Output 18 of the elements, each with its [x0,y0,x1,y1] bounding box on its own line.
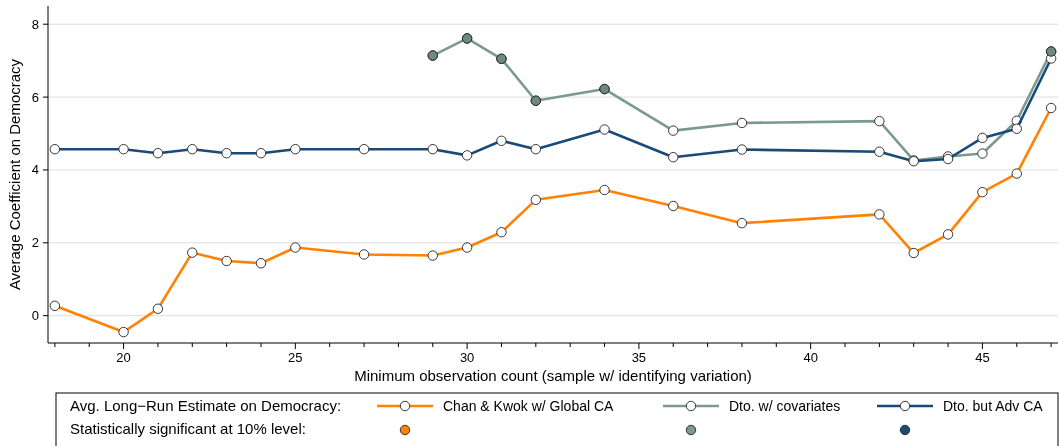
y-axis-title: Average Coefficient on Democracy [6,58,23,291]
legend-label: Dto. but Adv CA [943,398,1044,414]
legend-title: Avg. Long−Run Estimate on Democracy: [70,397,342,414]
y-tick-label: 6 [31,89,39,105]
y-tick-label: 4 [31,162,39,178]
x-tick-label: 35 [631,350,647,365]
y-tick-label: 2 [31,235,39,251]
x-tick-label: 20 [116,350,131,365]
y-tick-label: 8 [31,16,39,32]
y-tick-label: 0 [31,308,39,324]
legend-label: Dto. w/ covariates [729,398,841,414]
x-tick-label: 45 [975,350,990,365]
x-tick-label: 30 [459,350,475,365]
x-tick-label: 25 [288,350,303,365]
legend-label: Chan & Kwok w/ Global CA [443,398,615,414]
x-axis-title: Minimum observation count (sample w/ identifying variation) [354,367,752,384]
text: Statistically significant at 10% level: [70,420,306,437]
x-tick-label: 40 [803,350,818,365]
